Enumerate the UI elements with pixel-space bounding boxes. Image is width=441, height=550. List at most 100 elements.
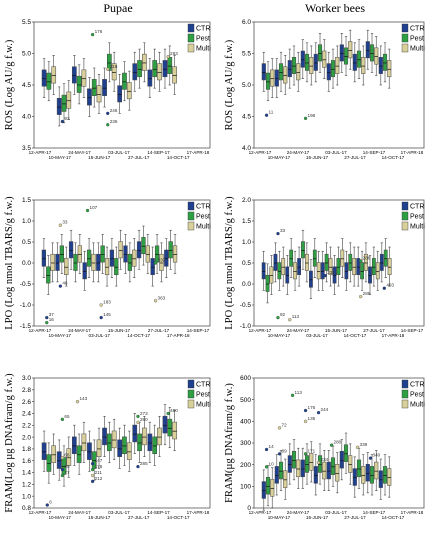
x-tick-label-bottom: 14-OCT-17 bbox=[127, 333, 150, 338]
box-ctr bbox=[41, 249, 47, 267]
outlier-point bbox=[382, 286, 386, 290]
box-multi bbox=[50, 253, 55, 271]
x-tick-label-bottom: 03-JUL-17 bbox=[89, 333, 111, 338]
box-ctr bbox=[102, 427, 107, 446]
outlier-point bbox=[153, 261, 158, 265]
box-pest bbox=[330, 60, 336, 78]
plot-frame bbox=[253, 21, 425, 149]
y-tick-label: 0.0 bbox=[242, 281, 251, 288]
outlier-point bbox=[276, 231, 280, 236]
y-tick-label: 5.0 bbox=[242, 82, 251, 89]
box-pest bbox=[167, 418, 173, 437]
outlier-label: 14 bbox=[269, 444, 275, 449]
box-ctr bbox=[352, 53, 357, 71]
legend-label-multi: Multi bbox=[410, 46, 425, 53]
outlier-point bbox=[264, 465, 269, 469]
chart-panel-3: -1.0 -0.5 0.0 0.5 1.0 1.5 2.0 LPO (Log nmol TBA… bbox=[224, 196, 425, 338]
box-pest bbox=[265, 476, 271, 495]
box-ctr bbox=[274, 466, 279, 484]
legend-swatch-pest bbox=[187, 389, 195, 399]
outlier-point bbox=[359, 294, 363, 299]
box-multi bbox=[283, 470, 288, 488]
outlier-point bbox=[58, 284, 63, 288]
legend-label-ctr: CTR bbox=[196, 26, 210, 33]
legend-swatch-ctr bbox=[187, 23, 195, 33]
box-ctr bbox=[82, 262, 87, 280]
box-ctr bbox=[309, 270, 313, 288]
box-ctr bbox=[147, 433, 153, 452]
box-pest bbox=[167, 57, 173, 74]
x-tick-label-top: 24-MAY-17 bbox=[68, 510, 91, 515]
legend-label-pest: Pest bbox=[196, 36, 210, 43]
x-tick-label-top: 14-SEP-17 bbox=[147, 510, 170, 515]
y-tick-label: 4.0 bbox=[242, 145, 251, 152]
box-pest bbox=[122, 436, 127, 455]
outlier-label: 183 bbox=[103, 300, 111, 305]
plot-frame bbox=[33, 21, 211, 149]
box-ctr bbox=[41, 442, 47, 460]
y-tick-label: 3.0 bbox=[22, 375, 31, 382]
outlier-label: 66 bbox=[64, 452, 70, 457]
outlier-point bbox=[60, 417, 65, 422]
legend-label-pest: Pest bbox=[196, 214, 210, 221]
outlier-point bbox=[264, 447, 269, 452]
legend-label-multi: Multi bbox=[410, 224, 425, 231]
box-ctr bbox=[261, 481, 266, 499]
legend-swatch-multi bbox=[187, 221, 195, 231]
outlier-label: 289 bbox=[363, 291, 371, 296]
outlier-point bbox=[90, 467, 95, 472]
x-tick-label-top: 03-JUL-17 bbox=[325, 150, 347, 155]
legend-swatch-multi bbox=[401, 399, 409, 409]
box-pest bbox=[137, 433, 142, 452]
outlier-point bbox=[303, 116, 308, 121]
y-tick-label: 1.2 bbox=[22, 482, 31, 489]
box-pest bbox=[106, 53, 112, 71]
outlier-label: 263 bbox=[170, 51, 178, 56]
x-tick-label-top: 24-MAY-17 bbox=[287, 328, 310, 333]
box-multi bbox=[157, 427, 162, 446]
box-ctr bbox=[117, 85, 123, 103]
box-multi bbox=[309, 57, 314, 74]
outlier-point bbox=[153, 299, 158, 303]
x-tick-label-top: 17-APR-18 bbox=[187, 150, 210, 155]
box-pest bbox=[383, 249, 388, 267]
outlier-label: 285 bbox=[140, 461, 148, 466]
outlier-point bbox=[99, 315, 103, 320]
box-ctr bbox=[300, 459, 305, 478]
legend-label-pest: Pest bbox=[196, 392, 210, 399]
box-pest bbox=[369, 44, 375, 62]
box-pest bbox=[100, 245, 105, 263]
box-pest bbox=[277, 262, 282, 280]
box-pest bbox=[152, 60, 158, 78]
box-pest bbox=[348, 253, 353, 271]
outlier-label: 339 bbox=[158, 258, 166, 263]
box-multi bbox=[328, 258, 333, 276]
outlier-label: 72 bbox=[282, 422, 288, 427]
box-multi bbox=[269, 266, 274, 284]
x-tick-label-top: 24-MAY-17 bbox=[287, 510, 310, 515]
outlier-point bbox=[75, 399, 80, 404]
x-tick-label-bottom: 14-OCT-17 bbox=[167, 155, 190, 160]
outlier-point bbox=[90, 479, 95, 484]
box-multi bbox=[91, 253, 96, 271]
outlier-point bbox=[85, 208, 90, 213]
legend-swatch-multi bbox=[187, 399, 195, 409]
box-pest bbox=[46, 454, 52, 472]
legend-label-pest: Pest bbox=[410, 214, 424, 221]
outlier-label: 236 bbox=[110, 119, 118, 124]
x-tick-label-top: 14-SEP-17 bbox=[363, 510, 386, 515]
outlier-label: 246 bbox=[110, 108, 118, 113]
box-pest bbox=[371, 258, 376, 276]
x-tick-label-top: 03-JUL-17 bbox=[325, 510, 347, 515]
box-multi bbox=[96, 439, 102, 457]
outlier-point bbox=[136, 464, 140, 469]
box-ctr bbox=[162, 415, 168, 434]
box-ctr bbox=[87, 442, 92, 460]
box-pest bbox=[343, 47, 349, 65]
y-tick-label: 1.8 bbox=[22, 446, 31, 453]
outlier-point bbox=[276, 315, 280, 320]
box-ctr bbox=[123, 245, 128, 263]
outlier-label: 286 bbox=[363, 255, 371, 260]
outlier-label: 89 bbox=[282, 448, 288, 453]
box-pest bbox=[137, 60, 142, 78]
